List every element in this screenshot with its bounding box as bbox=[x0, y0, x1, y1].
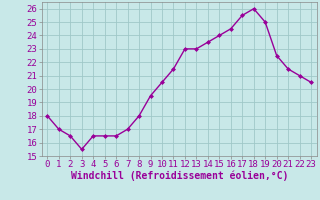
X-axis label: Windchill (Refroidissement éolien,°C): Windchill (Refroidissement éolien,°C) bbox=[70, 171, 288, 181]
